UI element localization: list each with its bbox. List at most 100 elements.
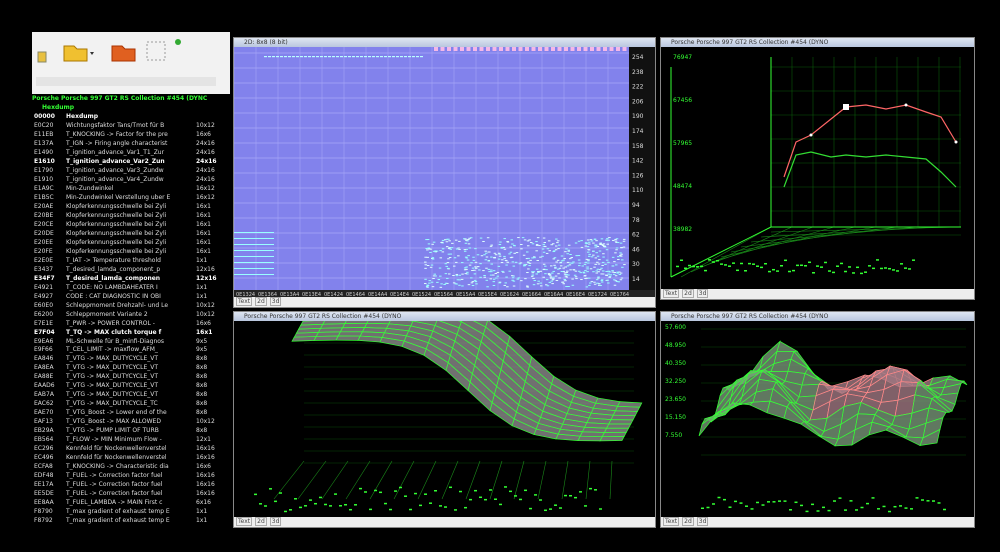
axis-dot xyxy=(279,492,282,494)
list-row[interactable]: 00000 Hexdump xyxy=(32,112,230,121)
axis-dot xyxy=(419,504,422,507)
view-tab[interactable]: 2d xyxy=(682,517,694,526)
list-row[interactable]: E1A9C Min-Zundwinkel 16x12 xyxy=(32,184,230,193)
list-row[interactable]: E1910 T_ignition_advance_Var4_Zundw 24x16 xyxy=(32,175,230,184)
icon-save[interactable] xyxy=(111,45,136,62)
list-row[interactable]: E1B5C Min-Zundwinkel Verstellung uber E 16… xyxy=(32,193,230,202)
list-row[interactable]: EA846 T_VTG -> MAX_DUTYCYCLE_VT 8x8 xyxy=(32,354,230,363)
list-row[interactable]: E11EB T_KNOCKING -> Factor for the pre 16x… xyxy=(32,130,230,139)
floor-grid xyxy=(760,226,940,238)
list-row[interactable]: E20AE Klopferkennungsschwelle bei Zyli 16x… xyxy=(32,202,230,211)
list-row[interactable]: E34F7 T_desired_lamda_componen 12x16 xyxy=(32,274,230,283)
icon-select[interactable] xyxy=(146,41,166,61)
list-row[interactable]: E7E1E T_PWR -> POWER CONTROL - 16x6 xyxy=(32,319,230,328)
list-row[interactable]: EAB7A T_VTG -> MAX_DUTYCYCLE_VT 8x8 xyxy=(32,390,230,399)
list-row[interactable]: E7F04 T_TQ -> MAX clutch torque f 16x1 xyxy=(32,328,230,337)
view-tab[interactable]: 3d xyxy=(269,517,282,526)
hex-dot xyxy=(479,263,482,265)
list-row[interactable]: E6200 Schleppmoment Variante 2 10x12 xyxy=(32,310,230,319)
hex-dot xyxy=(608,276,611,278)
view-tab[interactable]: Text xyxy=(663,289,680,298)
view-tab[interactable]: Text xyxy=(663,517,680,526)
icon-new[interactable] xyxy=(37,51,47,63)
hex-dash xyxy=(234,244,274,245)
list-row[interactable]: E9EA6 ML-Schwelle für B_minfi-Diagnos 9x5 xyxy=(32,337,230,346)
hex-dot xyxy=(598,269,602,271)
axis-dot xyxy=(848,266,851,268)
row-address: EC296 xyxy=(34,445,54,453)
icon-open[interactable] xyxy=(63,45,88,62)
hex-dot xyxy=(493,252,497,254)
hex-dot xyxy=(535,244,539,246)
list-row[interactable]: E20CE Klopferkennungsschwelle bei Zyli 16x… xyxy=(32,220,230,229)
view-tab[interactable]: 3d xyxy=(269,297,282,306)
window-title: 2D: 8x8 (8 bit) xyxy=(234,38,655,47)
list-row[interactable]: E20BE Klopferkennungsschwelle bei Zyli 16x… xyxy=(32,211,230,220)
view-tab[interactable]: 3d xyxy=(696,517,709,526)
list-row[interactable]: EAAD6 T_VTG -> MAX_DUTYCYCLE_VT 8x8 xyxy=(32,381,230,390)
list-row[interactable]: EC496 Kennfeld für Nockenwellenverstel 16x… xyxy=(32,453,230,462)
list-row[interactable]: EA88E T_VTG -> MAX_DUTYCYCLE_VT 8x8 xyxy=(32,372,230,381)
hex-dot xyxy=(542,251,546,253)
list-row[interactable]: E2E0E T_IAT -> Temperature threshold 1x1 xyxy=(32,256,230,265)
list-row[interactable]: EE5DE T_FUEL -> Correction factor fuel 16x… xyxy=(32,489,230,498)
axis-dot xyxy=(696,266,699,268)
list-row[interactable]: EE17A T_FUEL -> Correction factor fuel 16x… xyxy=(32,480,230,489)
list-row[interactable]: EDF48 T_FUEL -> Correction factor fuel 16x… xyxy=(32,471,230,480)
list-row[interactable]: EAF13 T_VTG_Boost -> MAX ALLOWED 10x12 xyxy=(32,417,230,426)
view-tab[interactable]: 2d xyxy=(255,297,267,306)
list-row[interactable]: E20EE Klopferkennungsschwelle bei Zyli 16x… xyxy=(32,238,230,247)
row-size: 1x1 xyxy=(196,517,208,525)
list-row[interactable]: E60E0 Schleppmoment Drehzahl- und Le 10x12 xyxy=(32,301,230,310)
list-row[interactable]: EE8AA T_FUEL_LAMBDA -> MAIN First c 6x16 xyxy=(32,498,230,507)
list-row[interactable]: E1490 T_ignition_advance_Var1_T1_Zur 24x16 xyxy=(32,148,230,157)
list-row[interactable]: E137A T_IGN -> Firing angle characterist 2… xyxy=(32,139,230,148)
hex-dot xyxy=(580,279,583,281)
view-tab[interactable]: 2d xyxy=(255,517,267,526)
hex-dot xyxy=(509,246,512,248)
axis-dot xyxy=(882,505,886,508)
list-row[interactable]: F8792 T_max gradient of exhaust temp E 1x1 xyxy=(32,516,230,525)
hex-dot xyxy=(448,240,451,242)
tree-root[interactable]: Hexdump xyxy=(42,104,75,111)
hex-dot xyxy=(454,239,458,241)
list-row[interactable]: E20FE Klopferkennungsschwelle bei Zyli 16x… xyxy=(32,247,230,256)
list-row[interactable]: E3437 T_desired_lamda_component_p 12x16 xyxy=(32,265,230,274)
hex-dot xyxy=(526,245,530,247)
axis-dot xyxy=(484,498,487,501)
list-row[interactable]: EB564 T_FLOW -> MIN Minimum Flow - 12x1 xyxy=(32,435,230,444)
view-tab[interactable]: Text xyxy=(236,297,253,306)
hex-dot xyxy=(564,251,567,253)
axis-dot xyxy=(329,505,332,507)
list-row[interactable]: E0C20 Wichtungsfaktor Tans/Tmot für B 10x1… xyxy=(32,121,230,130)
list-row[interactable]: EA8EA T_VTG -> MAX_DUTYCYCLE_VT 8x8 xyxy=(32,363,230,372)
list-row[interactable]: EAC62 T_VTG -> MAX_DUTYCYCLE_TC 8x8 xyxy=(32,399,230,408)
hex-dot xyxy=(620,259,624,261)
view-tab[interactable]: Text xyxy=(236,517,253,526)
list-row[interactable]: E1610 T_ignition_advance_Var2_Zun 24x16 xyxy=(32,157,230,166)
list-row[interactable]: E9F66 T_CEL_LIMIT -> maxflow_AFM_ 9x5 xyxy=(32,345,230,354)
list-row[interactable]: EC296 Kennfeld für Nockenwellenverstel 16x… xyxy=(32,444,230,453)
list-row[interactable]: EAE70 T_VTG_Boost -> Lower end of the 8x8 xyxy=(32,408,230,417)
hex-dot xyxy=(522,254,526,256)
hex-dot xyxy=(550,280,553,282)
icon-dropdown[interactable] xyxy=(90,52,94,55)
icon-status[interactable] xyxy=(175,39,181,45)
view-tab[interactable]: 2d xyxy=(682,289,694,298)
list-row[interactable]: E4927 CODE : CAT DIAGNOSTIC IN OBI 1x1 xyxy=(32,292,230,301)
list-row[interactable]: E4921 T_CODE: NO LAMBDAHEATER I 1x1 xyxy=(32,283,230,292)
axis-dot xyxy=(908,268,911,270)
list-row[interactable]: EB29A T_VTG -> PUMP LIMIT OF TURB 8x8 xyxy=(32,426,230,435)
list-row[interactable]: ECFA8 T_KNOCKING -> Characteristic dia 16x… xyxy=(32,462,230,471)
axis-dot xyxy=(379,491,382,494)
hex-dot xyxy=(461,285,464,287)
list-row[interactable]: F8790 T_max gradient of exhaust temp E 1x1 xyxy=(32,507,230,516)
toolbar-combo[interactable] xyxy=(36,77,216,86)
row-name: T_VTG -> MAX_DUTYCYCLE_VT xyxy=(66,391,159,399)
view-tab[interactable]: 3d xyxy=(696,289,709,298)
hex-dot xyxy=(470,282,474,284)
list-row[interactable]: E1790 T_ignition_advance_Var3_Zundw 24x16 xyxy=(32,166,230,175)
hex-dot xyxy=(439,250,442,252)
hex-dot xyxy=(615,238,619,240)
list-row[interactable]: E20DE Klopferkennungsschwelle bei Zyli 16x… xyxy=(32,229,230,238)
